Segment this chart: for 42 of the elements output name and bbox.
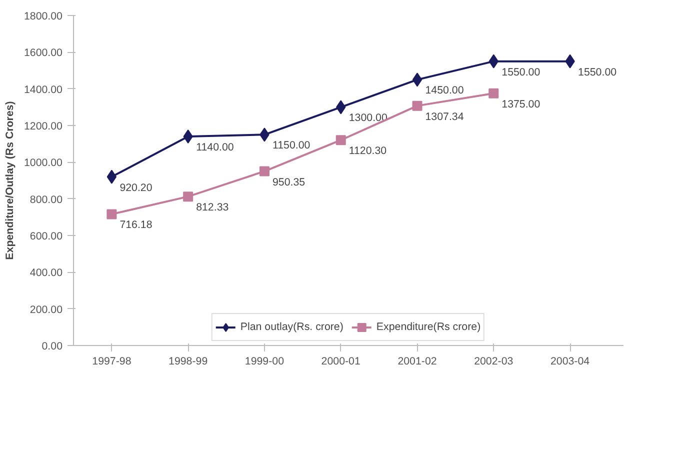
data-label: 1307.34	[425, 110, 464, 123]
point	[412, 72, 422, 87]
y-tick-label: 800.00	[30, 194, 63, 206]
point	[412, 100, 422, 111]
point	[259, 166, 270, 176]
x-tick-label: 2003-04	[550, 356, 590, 368]
data-label: 1150.00	[272, 140, 310, 152]
data-label: 1550.00	[502, 66, 540, 78]
data-label: 716.18	[120, 219, 152, 232]
x-tick-label: 2002-03	[474, 356, 514, 368]
data-label: 1550.00	[578, 66, 617, 78]
y-tick-label: 1000.00	[24, 157, 63, 170]
y-tick-label: 600.00	[30, 230, 63, 242]
y-axis-title: Expenditure/Outlay (Rs Crores)	[4, 100, 16, 260]
y-tick-label: 1800.00	[24, 10, 63, 22]
y-tick-label: 1400.00	[24, 84, 63, 96]
y-tick-label: 200.00	[30, 304, 63, 316]
legend-label: Expenditure(Rs crore)	[376, 321, 481, 333]
data-label: 1375.00	[502, 98, 540, 110]
data-label: 1120.30	[348, 145, 387, 158]
data-label: 950.35	[272, 176, 306, 188]
point	[488, 88, 499, 98]
y-tick-label: 0.00	[42, 340, 63, 352]
data-label: 920.20	[120, 182, 152, 194]
y-tick-label: 1200.00	[24, 120, 63, 132]
point	[336, 135, 346, 146]
point	[106, 170, 117, 184]
x-tick-label: 1998-99	[168, 356, 208, 368]
data-label: 812.33	[196, 202, 229, 214]
point	[183, 130, 193, 144]
x-tick-label: 1997-98	[92, 356, 132, 368]
x-tick-label: 2001-02	[398, 356, 437, 368]
x-tick-label: 1999-00	[244, 356, 284, 368]
data-label: 1300.00	[348, 112, 388, 124]
y-tick-label: 1600.00	[24, 47, 63, 60]
data-label: 1450.00	[425, 84, 464, 97]
point	[183, 192, 194, 202]
point	[106, 209, 117, 220]
data-label: 1140.00	[196, 142, 234, 154]
x-tick-label: 2000-01	[321, 356, 360, 368]
legend-label: Plan outlay(Rs. crore)	[240, 321, 344, 333]
y-tick-label: 400.00	[30, 267, 63, 280]
